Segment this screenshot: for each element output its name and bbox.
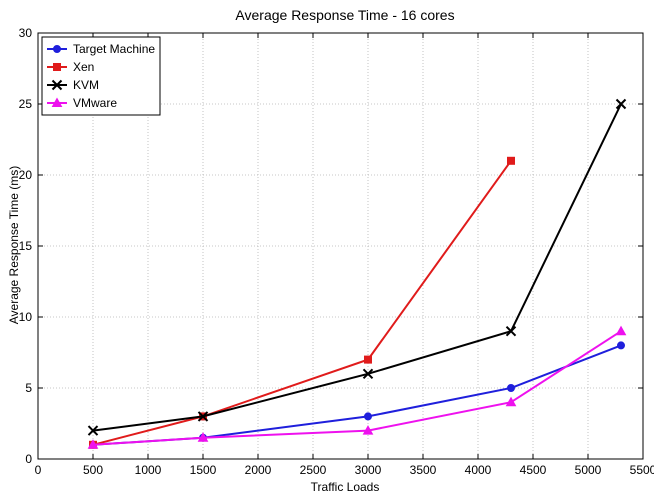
legend-marker <box>51 97 63 107</box>
x-tick-label: 2000 <box>245 463 272 477</box>
legend-marker <box>51 79 63 91</box>
legend-marker <box>53 45 61 53</box>
data-point-target-machine <box>507 384 515 392</box>
data-point-kvm <box>197 411 209 422</box>
data-point-vmware <box>197 432 209 442</box>
data-point-vmware <box>505 396 517 407</box>
legend-entry: VMware <box>47 96 117 110</box>
legend-label: KVM <box>73 78 99 92</box>
x-tick-label: 1500 <box>190 463 217 477</box>
x-tick-label: 5500 <box>630 463 654 477</box>
series-target-machine <box>89 341 625 449</box>
y-tick-label: 15 <box>19 239 33 253</box>
legend-label: Xen <box>73 60 94 74</box>
y-tick-label: 0 <box>25 452 32 466</box>
y-tick-label: 5 <box>25 381 32 395</box>
x-tick-label: 3500 <box>410 463 437 477</box>
x-tick-label: 4000 <box>465 463 492 477</box>
data-point-target-machine <box>617 341 625 350</box>
y-tick-label: 10 <box>19 310 33 324</box>
data-point-target-machine <box>364 412 372 421</box>
x-tick-label: 500 <box>83 463 103 477</box>
legend-entry: Xen <box>47 60 94 74</box>
y-tick-label: 20 <box>19 168 33 182</box>
axis-ticks: 0 500 1000 1500 2000 2500 3000 3500 4000 4500 5000… <box>19 26 654 477</box>
data-point-xen <box>364 355 372 364</box>
x-tick-label: 4500 <box>520 463 547 477</box>
x-tick-label: 2500 <box>300 463 327 477</box>
chart-title: Average Response Time - 16 cores <box>235 7 454 23</box>
series-vmware <box>87 325 627 449</box>
series-line-target-machine <box>92 344 622 446</box>
y-tick-label: 25 <box>19 97 33 111</box>
legend-label: VMware <box>73 96 117 110</box>
series-line-xen <box>92 160 512 446</box>
y-tick-label: 30 <box>19 26 33 40</box>
legend-label: Target Machine <box>73 42 155 56</box>
data-point-vmware <box>362 425 374 435</box>
x-tick-label: 1000 <box>135 463 162 477</box>
series-layer <box>87 98 627 449</box>
legend-entry: Target Machine <box>47 42 155 56</box>
data-point-kvm <box>505 325 517 337</box>
x-tick-label: 0 <box>35 463 42 477</box>
data-point-kvm <box>362 368 374 380</box>
y-axis-title: Average Response Time (ms) <box>7 166 21 325</box>
data-point-vmware <box>615 325 627 336</box>
legend-marker <box>53 63 61 71</box>
data-point-vmware <box>87 439 99 449</box>
data-point-kvm <box>87 425 99 436</box>
series-kvm <box>87 98 627 436</box>
series-xen <box>89 156 515 449</box>
legend-entry: KVM <box>47 78 99 92</box>
data-point-xen <box>507 156 515 165</box>
x-tick-label: 5000 <box>575 463 602 477</box>
data-point-kvm <box>615 98 627 110</box>
x-tick-label: 3000 <box>355 463 382 477</box>
legend: Target Machine Xen KVM VMware <box>41 36 161 116</box>
x-axis-title: Traffic Loads <box>311 480 380 494</box>
